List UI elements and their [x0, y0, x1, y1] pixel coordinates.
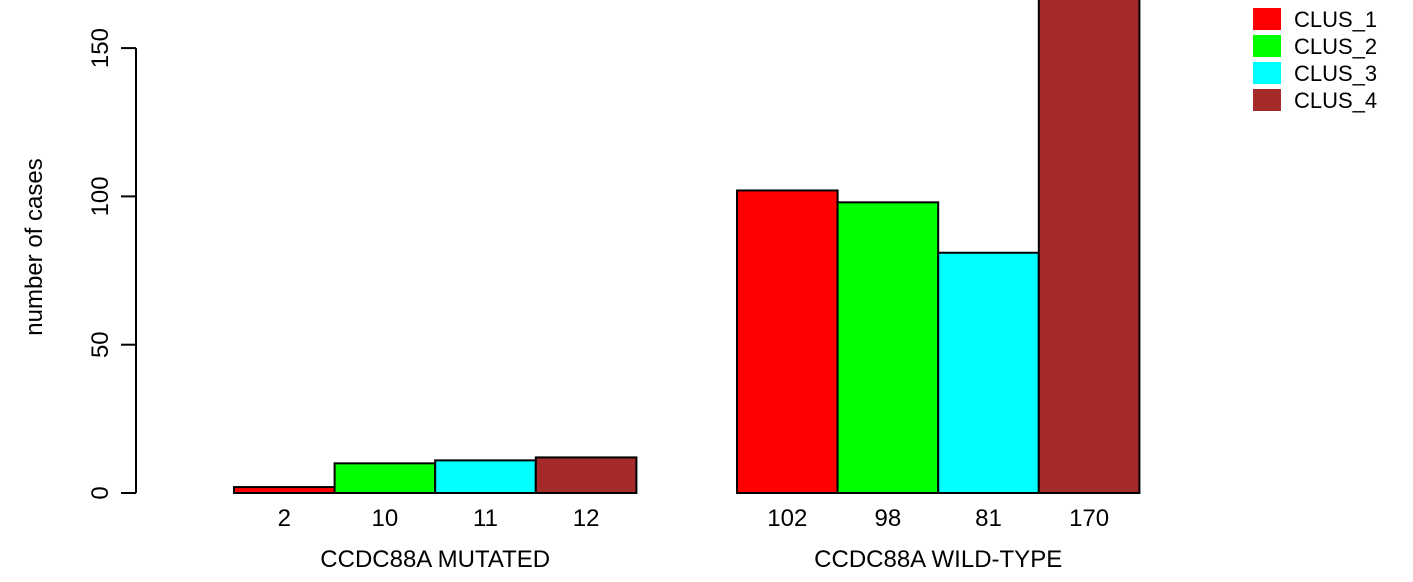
- bar-clus-1: [233, 486, 336, 494]
- bar-clus-2: [333, 462, 437, 494]
- bar-value-label: 12: [573, 505, 600, 532]
- y-tick-label: 50: [87, 331, 114, 358]
- legend-swatch: [1253, 8, 1281, 30]
- group-labels: CCDC88A MUTATED CCDC88A WILD-TYPE: [320, 546, 1062, 573]
- legend-label: CLUS_1: [1294, 7, 1377, 32]
- bar-clus-3: [937, 251, 1040, 494]
- bar-value-label: 2: [278, 505, 291, 532]
- y-tick-label: 100: [87, 176, 114, 216]
- y-tick-label: 0: [87, 486, 114, 499]
- legend-label: CLUS_2: [1294, 34, 1377, 59]
- bar-value-label: 102: [767, 505, 807, 532]
- y-axis-label: number of cases: [21, 158, 48, 335]
- bar-value-label: 170: [1069, 505, 1109, 532]
- bar-clus-4: [534, 456, 638, 494]
- legend-swatch: [1253, 35, 1281, 57]
- bar-clus-4: [1037, 0, 1141, 494]
- bar-clus-3: [434, 459, 537, 494]
- bars: [233, 0, 1141, 495]
- bar-value-label: 98: [875, 505, 902, 532]
- group-label: CCDC88A MUTATED: [320, 546, 550, 573]
- y-axis: 0 50 100 150: [87, 28, 137, 500]
- group-label: CCDC88A WILD-TYPE: [814, 546, 1062, 573]
- legend-label: CLUS_4: [1294, 88, 1377, 113]
- legend-swatch: [1253, 62, 1281, 84]
- bar-value-label: 81: [975, 505, 1002, 532]
- bar-clus-1: [736, 189, 839, 495]
- bar-value-label: 11: [473, 505, 498, 532]
- value-labels: 2 10 11 12 102 98 81 170: [278, 505, 1110, 532]
- legend-label: CLUS_3: [1294, 61, 1377, 86]
- y-tick-label: 150: [87, 28, 114, 68]
- bar-clus-2: [836, 201, 940, 494]
- legend-swatch: [1253, 89, 1281, 111]
- bar-value-label: 10: [372, 505, 399, 532]
